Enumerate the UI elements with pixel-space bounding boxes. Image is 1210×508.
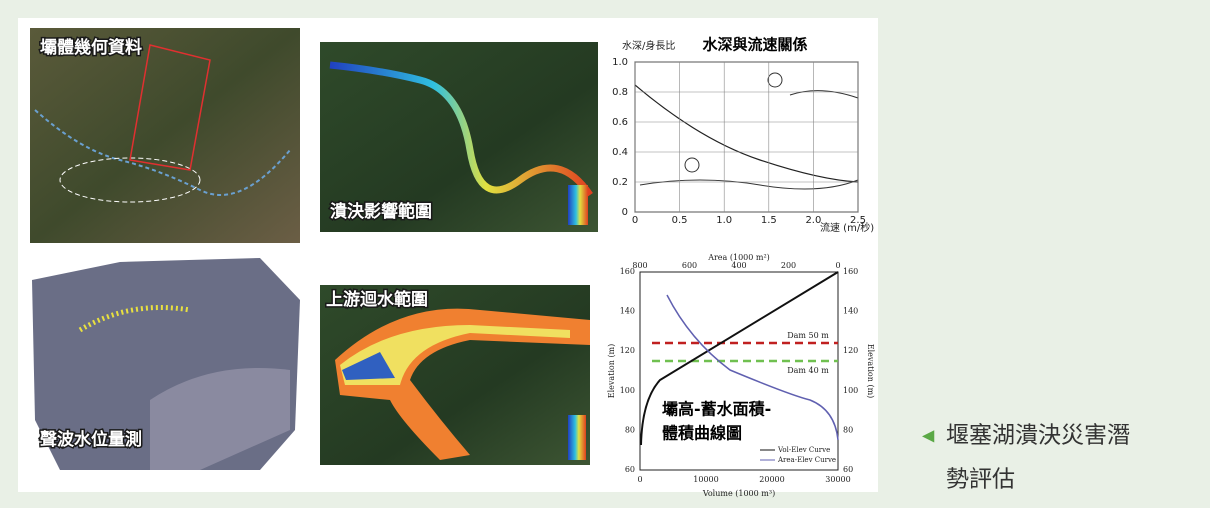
- marker: [59, 157, 201, 203]
- x-tick-label: 1.0: [716, 215, 732, 226]
- overlay-text: 壩高-蓄水面積-: [662, 400, 771, 419]
- y-tick-label: 0.6: [612, 117, 628, 128]
- panel-label: 潰決影響範圍: [330, 201, 432, 222]
- y-tick-label: 100: [620, 386, 635, 395]
- y2-tick-label: 60: [843, 465, 853, 474]
- y-tick-label: 0.8: [612, 87, 628, 98]
- y-tick-label: 0.2: [612, 177, 628, 188]
- y2-tick-label: 100: [843, 386, 858, 395]
- sonar-points: [78, 305, 191, 333]
- backwater-inner: [340, 325, 570, 385]
- top-tick-label: 0: [835, 261, 840, 270]
- x-tick-label: 2.0: [805, 215, 821, 226]
- x-axis-label: Volume (1000 m³): [702, 489, 775, 498]
- y2-tick-label: 160: [843, 267, 858, 276]
- caption-text: 堰塞湖潰決災害潛: [946, 423, 1130, 449]
- y-tick-label: 60: [625, 465, 635, 474]
- vol-elev-curve: [640, 271, 839, 446]
- y-tick-label: 80: [625, 425, 635, 434]
- satellite-image: [30, 28, 300, 243]
- top-tick-label: 600: [682, 261, 697, 270]
- panel-label: 聲波水位量測: [40, 429, 142, 450]
- figure-icon: [767, 72, 783, 88]
- wave: [639, 90, 859, 190]
- backwater-core: [342, 352, 395, 380]
- y-tick-label: 0: [622, 207, 628, 218]
- y2-tick-label: 80: [843, 425, 853, 434]
- x-tick-label: 10000: [693, 475, 718, 484]
- y-tick-label: 0.4: [612, 147, 628, 158]
- y-tick-label: 120: [620, 346, 635, 355]
- y-axis-label: Elevation (m): [607, 344, 616, 399]
- overlay-text: 體積曲線圖: [662, 424, 742, 443]
- caption-text: 勢評估: [946, 467, 1015, 493]
- legend-entry: Vol-Elev Curve: [777, 446, 830, 454]
- y2-tick-label: 120: [843, 346, 858, 355]
- satellite-image: [320, 42, 598, 232]
- chart-bg: [605, 28, 873, 246]
- river-area: [150, 368, 290, 470]
- x-tick-label: 1.5: [761, 215, 777, 226]
- figure-icon: [684, 157, 700, 173]
- x-tick-label: 0.5: [672, 215, 688, 226]
- x-tick-label: 2.5: [850, 215, 866, 226]
- area-elev-curve: [666, 294, 839, 441]
- top-tick-label: 200: [781, 261, 796, 270]
- top-axis-label: Area (1000 m²): [707, 253, 770, 262]
- river: [34, 109, 291, 196]
- y-tick-label: 1.0: [612, 57, 628, 68]
- panel-label: 上游迴水範圍: [326, 289, 428, 310]
- y-tick-label: 160: [620, 267, 635, 276]
- y2-tick-label: 140: [843, 307, 858, 316]
- x-axis-label: 流速 (m/秒): [820, 221, 874, 234]
- chart-title: 水深與流速關係: [702, 36, 807, 54]
- elevation-chart: Area (1000 m²) Elevation (m) Elevation (…: [607, 253, 875, 498]
- line-label: Dam 40 m: [787, 366, 829, 375]
- y-tick-label: 140: [620, 307, 635, 316]
- legend-entry: Area-Elev Curve: [777, 456, 836, 464]
- panel-label: 壩體幾何資料: [40, 37, 142, 58]
- flood-extent: [329, 61, 593, 197]
- x-tick-label: 20000: [759, 475, 784, 484]
- top-tick-label: 800: [632, 261, 647, 270]
- outline: [129, 44, 211, 171]
- plot-frame: [639, 271, 839, 471]
- x-tick-label: 30000: [825, 475, 850, 484]
- color-scale: [568, 185, 588, 225]
- y-axis-label: 水深/身長比: [622, 39, 675, 52]
- depth-chart: 水深與流速關係 水深/身長比 流速 (m/秒) 0 0.2 0.4 0.6 0.8 1.0…: [605, 28, 874, 246]
- line-label: Dam 50 m: [787, 331, 829, 340]
- caption-marker: ◀: [922, 426, 935, 445]
- curve: [634, 84, 859, 183]
- x-tick-label: 0: [637, 475, 642, 484]
- y2-axis-label: Elevation (m): [866, 344, 875, 399]
- color-scale: [568, 415, 586, 460]
- x-tick-label: 0: [632, 215, 638, 226]
- top-tick-label: 400: [731, 261, 746, 270]
